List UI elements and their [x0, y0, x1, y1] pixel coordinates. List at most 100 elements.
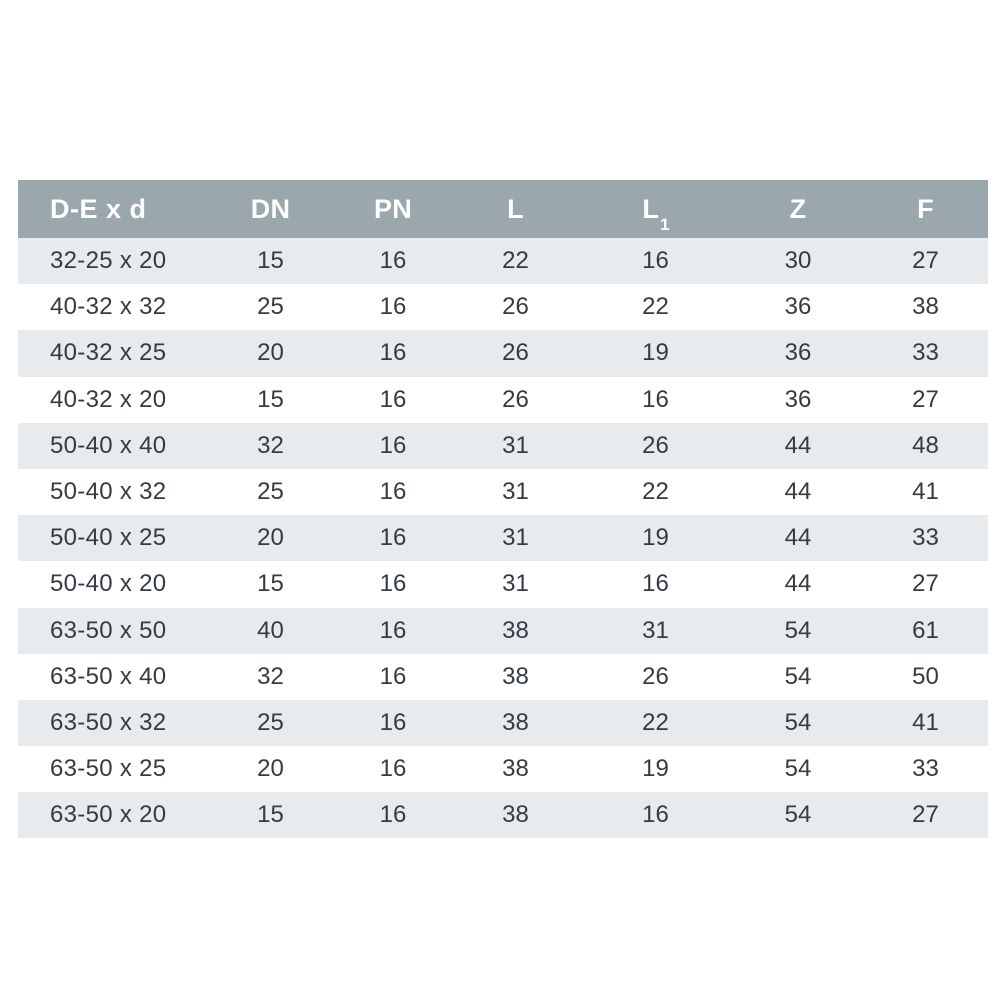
cell-l1: 19	[578, 746, 733, 793]
table-row[interactable]: 50-40 x 25 20 16 31 19 44 33	[18, 515, 988, 562]
cell-l: 31	[453, 515, 578, 562]
cell-l: 26	[453, 376, 578, 423]
cell-dn: 40	[208, 607, 333, 654]
cell-f: 27	[863, 561, 988, 608]
cell-pn: 16	[333, 284, 453, 331]
cell-l1: 22	[578, 284, 733, 331]
cell-dexd: 63-50 x 50	[18, 607, 208, 654]
cell-dexd: 40-32 x 20	[18, 376, 208, 423]
table-row[interactable]: 63-50 x 25 20 16 38 19 54 33	[18, 746, 988, 793]
table-header: D-E x d DN PN L L1 Z F	[18, 180, 988, 238]
cell-pn: 16	[333, 792, 453, 839]
table-row[interactable]: 63-50 x 50 40 16 38 31 54 61	[18, 607, 988, 654]
cell-dn: 15	[208, 376, 333, 423]
cell-pn: 16	[333, 330, 453, 377]
cell-l: 31	[453, 422, 578, 469]
cell-f: 48	[863, 422, 988, 469]
cell-dexd: 50-40 x 20	[18, 561, 208, 608]
table-row[interactable]: 40-32 x 20 15 16 26 16 36 27	[18, 376, 988, 423]
cell-f: 50	[863, 653, 988, 700]
cell-pn: 16	[333, 422, 453, 469]
cell-pn: 16	[333, 376, 453, 423]
cell-dexd: 40-32 x 25	[18, 330, 208, 377]
cell-z: 44	[733, 515, 863, 562]
cell-dn: 20	[208, 330, 333, 377]
table-header-row: D-E x d DN PN L L1 Z F	[18, 180, 988, 238]
table-row[interactable]: 63-50 x 20 15 16 38 16 54 27	[18, 792, 988, 839]
column-header-label: L	[507, 193, 524, 224]
cell-dn: 32	[208, 653, 333, 700]
cell-z: 44	[733, 468, 863, 516]
table-row[interactable]: 40-32 x 25 20 16 26 19 36 33	[18, 330, 988, 377]
cell-l1: 16	[578, 238, 733, 285]
cell-f: 27	[863, 238, 988, 285]
cell-dexd: 50-40 x 32	[18, 468, 208, 516]
table-row[interactable]: 40-32 x 32 25 16 26 22 36 38	[18, 284, 988, 331]
cell-dn: 15	[208, 792, 333, 839]
cell-dn: 20	[208, 746, 333, 793]
cell-f: 41	[863, 468, 988, 516]
cell-f: 33	[863, 515, 988, 562]
cell-l: 38	[453, 607, 578, 654]
spec-table-container: D-E x d DN PN L L1 Z F 32-25 x 20 15 16 22 16 30 27 4…	[18, 180, 988, 839]
cell-z: 36	[733, 330, 863, 377]
table-row[interactable]: 50-40 x 20 15 16 31 16 44 27	[18, 561, 988, 608]
cell-l1: 22	[578, 468, 733, 516]
cell-z: 44	[733, 422, 863, 469]
cell-l1: 16	[578, 561, 733, 608]
cell-l: 38	[453, 746, 578, 793]
cell-l: 26	[453, 330, 578, 377]
cell-f: 33	[863, 746, 988, 793]
cell-l1: 31	[578, 607, 733, 654]
cell-l1: 19	[578, 330, 733, 377]
cell-dn: 15	[208, 561, 333, 608]
column-header-label: DN	[250, 193, 291, 224]
column-header-label: PN	[374, 193, 412, 224]
cell-l: 31	[453, 468, 578, 516]
table-body: 32-25 x 20 15 16 22 16 30 27 40-32 x 32 25 16 26 22…	[18, 238, 988, 839]
cell-dexd: 63-50 x 32	[18, 699, 208, 747]
table-row[interactable]: 50-40 x 32 25 16 31 22 44 41	[18, 468, 988, 516]
column-header-l1[interactable]: L1	[578, 180, 733, 238]
table-row[interactable]: 50-40 x 40 32 16 31 26 44 48	[18, 422, 988, 469]
cell-dn: 15	[208, 238, 333, 285]
column-header-pn[interactable]: PN	[333, 180, 453, 238]
cell-z: 54	[733, 699, 863, 747]
column-header-z[interactable]: Z	[733, 180, 863, 238]
cell-z: 54	[733, 746, 863, 793]
column-header-label: Z	[789, 193, 807, 224]
cell-l: 38	[453, 653, 578, 700]
column-header-f[interactable]: F	[863, 180, 988, 238]
cell-pn: 16	[333, 561, 453, 608]
table-row[interactable]: 32-25 x 20 15 16 22 16 30 27	[18, 238, 988, 285]
column-header-dexd[interactable]: D-E x d	[18, 180, 208, 238]
column-header-label: D-E x d	[50, 193, 147, 224]
table-row[interactable]: 63-50 x 32 25 16 38 22 54 41	[18, 699, 988, 747]
column-header-label: L	[642, 193, 660, 224]
column-header-l[interactable]: L	[453, 180, 578, 238]
cell-l: 26	[453, 284, 578, 331]
cell-pn: 16	[333, 238, 453, 285]
cell-l1: 16	[578, 376, 733, 423]
cell-dn: 25	[208, 284, 333, 331]
cell-dn: 25	[208, 468, 333, 516]
cell-dn: 32	[208, 422, 333, 469]
cell-l1: 26	[578, 653, 733, 700]
cell-f: 41	[863, 699, 988, 747]
cell-z: 36	[733, 284, 863, 331]
cell-dexd: 63-50 x 40	[18, 653, 208, 700]
cell-pn: 16	[333, 468, 453, 516]
cell-z: 36	[733, 376, 863, 423]
column-header-dn[interactable]: DN	[208, 180, 333, 238]
cell-l1: 26	[578, 422, 733, 469]
cell-l: 38	[453, 792, 578, 839]
table-row[interactable]: 63-50 x 40 32 16 38 26 54 50	[18, 653, 988, 700]
cell-dexd: 63-50 x 20	[18, 792, 208, 839]
cell-l: 22	[453, 238, 578, 285]
cell-pn: 16	[333, 699, 453, 747]
cell-dexd: 50-40 x 40	[18, 422, 208, 469]
cell-pn: 16	[333, 515, 453, 562]
cell-l1: 16	[578, 792, 733, 839]
cell-z: 54	[733, 653, 863, 700]
cell-dexd: 63-50 x 25	[18, 746, 208, 793]
